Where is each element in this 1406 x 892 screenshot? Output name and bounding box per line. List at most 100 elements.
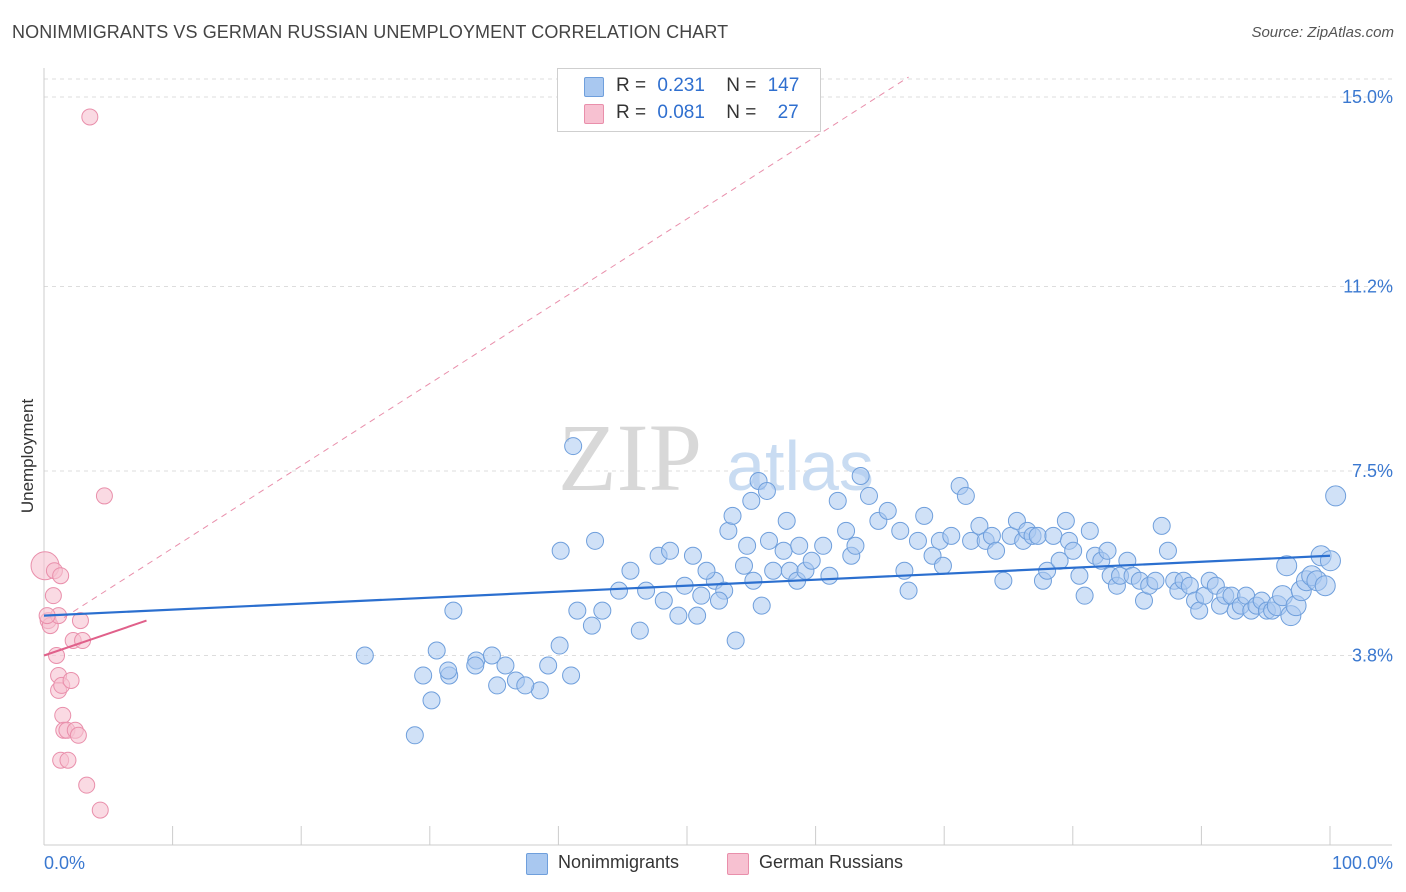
nonimmigrants-point bbox=[719, 521, 738, 540]
nonimmigrants-point bbox=[1180, 576, 1199, 595]
grid-layer bbox=[44, 78, 1392, 657]
nonimmigrants-point bbox=[1134, 591, 1153, 610]
legend-label-german-russians: German Russians bbox=[759, 852, 904, 872]
nonimmigrants-point bbox=[891, 521, 910, 540]
nonimmigrants-point bbox=[734, 556, 753, 575]
y-tick-label: 7.5% bbox=[1352, 461, 1393, 481]
nonimmigrants-point bbox=[562, 666, 581, 685]
german-russians-point bbox=[95, 487, 113, 505]
nonimmigrants-point bbox=[621, 561, 640, 580]
nonimmigrants-point bbox=[956, 486, 975, 505]
german-russians-points bbox=[30, 108, 113, 819]
nonimmigrants-point bbox=[568, 601, 587, 620]
legend-n-value: 147 bbox=[767, 75, 800, 96]
nonimmigrants-point bbox=[837, 521, 856, 540]
nonimmigrants-point bbox=[637, 581, 656, 600]
nonimmigrants-point bbox=[1075, 586, 1094, 605]
nonimmigrants-point bbox=[933, 556, 952, 575]
legend-swatch-pink bbox=[584, 104, 604, 124]
trend-lines bbox=[43, 76, 1331, 657]
nonimmigrants-point bbox=[609, 581, 628, 600]
nonimmigrants-point bbox=[742, 491, 761, 510]
tick-labels: 3.8% 7.5% 11.2% 15.0% 0.0% 100.0% bbox=[44, 87, 1393, 873]
nonimmigrants-point bbox=[444, 601, 463, 620]
legend-swatch-blue bbox=[526, 853, 548, 875]
nonimmigrants-point bbox=[669, 606, 688, 625]
nonimmigrants-point bbox=[744, 571, 763, 590]
nonimmigrants-points bbox=[355, 437, 1347, 745]
german-russians-trend-line bbox=[43, 619, 147, 657]
nonimmigrants-point bbox=[846, 536, 865, 555]
nonimmigrants-point bbox=[697, 561, 716, 580]
nonimmigrants-point bbox=[488, 676, 507, 695]
y-tick-label: 3.8% bbox=[1352, 646, 1393, 666]
nonimmigrants-point bbox=[593, 601, 612, 620]
german-russians-point bbox=[91, 801, 109, 819]
nonimmigrants-point bbox=[1325, 485, 1347, 507]
y-tick-label: 15.0% bbox=[1342, 87, 1393, 107]
watermark: ZIP atlas bbox=[558, 404, 874, 511]
stats-legend: R = 0.231 N = 147 R = 0.081 N = 27 bbox=[557, 68, 821, 132]
watermark-zip: ZIP bbox=[558, 404, 702, 511]
legend-n-value: 27 bbox=[777, 102, 799, 123]
x-tick-label: 0.0% bbox=[44, 853, 85, 873]
nonimmigrants-point bbox=[1146, 571, 1165, 590]
german-russians-point bbox=[62, 671, 80, 689]
nonimmigrants-point bbox=[466, 656, 485, 675]
nonimmigrants-point bbox=[439, 661, 458, 680]
nonimmigrants-point bbox=[738, 536, 757, 555]
nonimmigrants-point bbox=[1028, 526, 1047, 545]
nonimmigrants-trend-line bbox=[43, 554, 1331, 617]
legend-swatch-pink bbox=[727, 853, 749, 875]
nonimmigrants-point bbox=[820, 566, 839, 585]
nonimmigrants-point bbox=[814, 536, 833, 555]
nonimmigrants-point bbox=[692, 586, 711, 605]
nonimmigrants-point bbox=[586, 531, 605, 550]
nonimmigrants-point bbox=[355, 646, 374, 665]
nonimmigrants-point bbox=[757, 481, 776, 500]
nonimmigrants-point bbox=[414, 666, 433, 685]
german-russians-point bbox=[44, 587, 62, 605]
german-russians-point bbox=[81, 108, 99, 126]
nonimmigrants-point bbox=[851, 466, 870, 485]
nonimmigrants-point bbox=[726, 631, 745, 650]
nonimmigrants-point bbox=[1152, 516, 1171, 535]
nonimmigrants-point bbox=[987, 541, 1006, 560]
nonimmigrants-point bbox=[550, 636, 569, 655]
nonimmigrants-point bbox=[1044, 526, 1063, 545]
nonimmigrants-point bbox=[482, 646, 501, 665]
nonimmigrants-point bbox=[564, 437, 583, 456]
nonimmigrants-point bbox=[1038, 561, 1057, 580]
legend-r-label: R = bbox=[616, 75, 647, 96]
nonimmigrants-point bbox=[630, 621, 649, 640]
nonimmigrants-point bbox=[654, 591, 673, 610]
nonimmigrants-point bbox=[688, 606, 707, 625]
nonimmigrants-point bbox=[582, 616, 601, 635]
nonimmigrants-point bbox=[777, 511, 796, 530]
nonimmigrants-point bbox=[1080, 521, 1099, 540]
legend-n-label: N = bbox=[726, 75, 757, 96]
nonimmigrants-point bbox=[661, 541, 680, 560]
nonimmigrants-point bbox=[1056, 511, 1075, 530]
nonimmigrants-point bbox=[899, 581, 918, 600]
y-axis-label: Unemployment bbox=[18, 398, 37, 514]
nonimmigrants-point bbox=[1158, 541, 1177, 560]
legend-r-value: 0.231 bbox=[657, 75, 705, 96]
german-russians-point bbox=[69, 726, 87, 744]
legend-label-nonimmigrants: Nonimmigrants bbox=[558, 852, 680, 872]
nonimmigrants-point bbox=[764, 561, 783, 580]
german-russians-point bbox=[54, 706, 72, 724]
nonimmigrants-point bbox=[859, 486, 878, 505]
nonimmigrants-point bbox=[516, 676, 535, 695]
nonimmigrants-point bbox=[1314, 575, 1336, 597]
legend-r-label: R = bbox=[616, 102, 647, 123]
nonimmigrants-point bbox=[1118, 551, 1137, 570]
nonimmigrants-point bbox=[802, 551, 821, 570]
nonimmigrants-point bbox=[752, 596, 771, 615]
legend-swatch-blue bbox=[584, 77, 604, 97]
nonimmigrants-point bbox=[828, 491, 847, 510]
nonimmigrants-point bbox=[422, 691, 441, 710]
german-russians-point bbox=[47, 647, 65, 665]
nonimmigrants-point bbox=[1070, 566, 1089, 585]
